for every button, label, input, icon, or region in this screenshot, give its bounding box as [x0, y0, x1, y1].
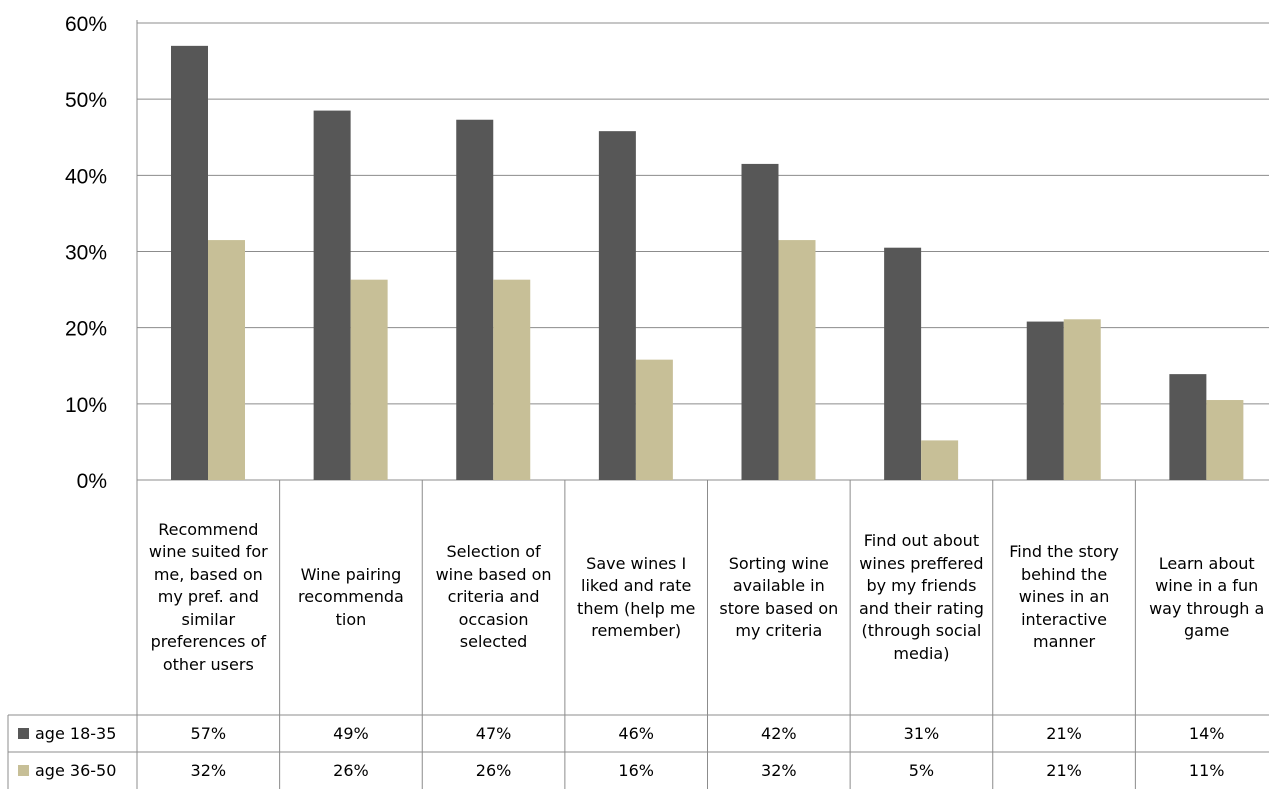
bar-age-18-35 — [313, 110, 351, 480]
legend-key-age-18-35: age 18-35 — [18, 715, 116, 752]
y-tick-label: 0% — [77, 470, 107, 493]
bar-age-36-50 — [921, 440, 959, 480]
category-label: Recommend wine suited for me, based on m… — [148, 519, 268, 674]
bar-age-18-35 — [1026, 321, 1064, 480]
table-cell: 14% — [1188, 724, 1225, 743]
table-cell: 26% — [333, 761, 369, 780]
table-cell: 31% — [903, 724, 940, 743]
bar-age-18-35 — [171, 45, 208, 480]
legend-swatch — [18, 765, 29, 776]
table-cell: 21% — [1046, 761, 1082, 780]
y-tick-label: 20% — [65, 318, 107, 341]
bar-age-18-35 — [1169, 374, 1207, 480]
bar-age-36-50 — [1206, 400, 1244, 480]
category-label: Find the story behind the wines in an in… — [1009, 542, 1119, 652]
bar-age-36-50 — [350, 279, 388, 480]
y-tick-label: 50% — [65, 89, 107, 112]
bar-age-18-35 — [598, 131, 636, 480]
table-cell: 32% — [761, 761, 797, 780]
legend-label: age 18-35 — [35, 724, 117, 743]
table-cell: 5% — [908, 761, 935, 780]
bar-age-36-50 — [778, 240, 816, 480]
y-tick-label: 40% — [65, 165, 107, 188]
category-label: Wine pairing recommenda tion — [298, 564, 404, 629]
category-label: Selection of wine based on criteria and … — [435, 542, 552, 652]
table-cell: 32% — [190, 761, 227, 780]
bar-age-36-50 — [1063, 319, 1101, 480]
table-cell: 11% — [1188, 761, 1225, 780]
y-tick-label: 30% — [65, 242, 107, 265]
category-label: Find out about wines preffered by my fri… — [858, 531, 984, 663]
legend-key-age-36-50: age 36-50 — [18, 752, 116, 789]
y-axis-ticks: 0% 10% 20% 30% 40% 50% 60% — [65, 13, 107, 493]
table-cell: 46% — [618, 724, 654, 743]
y-tick-label: 60% — [65, 13, 107, 36]
bars — [171, 45, 1244, 481]
table-cell: 57% — [190, 724, 227, 743]
bar-age-36-50 — [208, 240, 245, 480]
category-label: Learn about wine in a fun way through a … — [1149, 553, 1265, 641]
table-cell: 47% — [475, 724, 512, 743]
bar-age-18-35 — [884, 247, 922, 480]
bar-age-36-50 — [493, 279, 531, 480]
bar-age-18-35 — [741, 163, 779, 481]
legend-label: age 36-50 — [35, 761, 117, 780]
y-tick-label: 10% — [65, 394, 107, 417]
table-cell: 21% — [1046, 724, 1082, 743]
legend-swatch — [18, 728, 29, 739]
table-cell: 42% — [761, 724, 797, 743]
bar-age-36-50 — [635, 359, 673, 480]
table-cell: 16% — [618, 761, 654, 780]
table-cell: 49% — [333, 724, 369, 743]
data-table-grid — [7, 480, 1269, 789]
bar-age-18-35 — [456, 119, 494, 481]
category-label: Sorting wine available in store based on… — [719, 553, 839, 641]
table-cell: 26% — [475, 761, 512, 780]
category-label: Save wines I liked and rate them (help m… — [577, 553, 696, 641]
